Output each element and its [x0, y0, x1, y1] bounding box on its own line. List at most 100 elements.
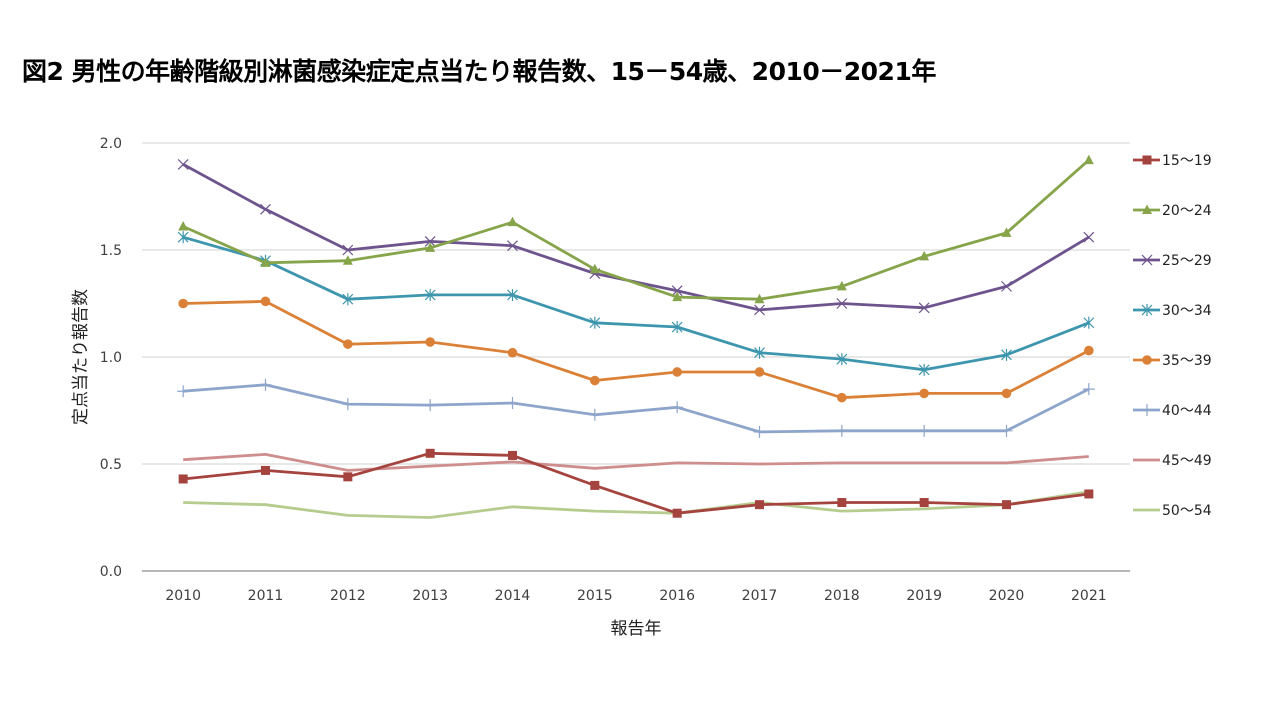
- data-point: [918, 363, 930, 376]
- data-point: [837, 498, 847, 508]
- y-tick-label: 0.5: [100, 457, 122, 473]
- data-point: [672, 508, 682, 518]
- legend-item: 40～44: [1133, 403, 1212, 419]
- data-point: [178, 298, 188, 309]
- legend-marker: [1142, 204, 1152, 214]
- x-tick-label: 2011: [248, 588, 284, 604]
- data-point: [343, 339, 353, 349]
- data-point: [177, 231, 189, 244]
- data-point: [671, 401, 684, 414]
- data-point: [590, 375, 600, 386]
- y-tick-label: 0.0: [100, 564, 122, 580]
- data-point: [919, 250, 930, 261]
- data-point: [177, 385, 190, 398]
- data-point: [1083, 316, 1095, 329]
- data-point: [425, 242, 436, 252]
- legend-marker: [1141, 404, 1153, 416]
- series-line: [183, 451, 1089, 515]
- data-point: [342, 293, 354, 306]
- data-point: [755, 500, 764, 510]
- data-point: [754, 346, 765, 359]
- series-45～49: [183, 452, 1089, 472]
- legend-label: 25～29: [1162, 253, 1212, 269]
- x-tick-label: 2015: [577, 588, 613, 604]
- x-tick-label: 2014: [495, 588, 531, 604]
- data-point: [1083, 231, 1095, 243]
- data-point: [1001, 388, 1012, 399]
- data-point: [507, 347, 518, 358]
- data-point: [1084, 489, 1094, 499]
- legend-label: 15～19: [1162, 153, 1212, 169]
- data-point: [508, 450, 517, 460]
- data-point: [1001, 227, 1012, 237]
- data-point: [754, 304, 765, 316]
- data-point: [754, 367, 765, 377]
- data-point: [1084, 345, 1094, 356]
- data-point: [837, 392, 847, 403]
- x-tick-label: 2012: [330, 588, 366, 604]
- data-point: [754, 293, 765, 304]
- y-tick-label: 1.5: [100, 243, 122, 259]
- legend: 15～19 20～24 25～29 30～34 35～39 40～44 45～49 50～54: [1133, 153, 1212, 519]
- series-line: [183, 490, 1090, 519]
- series-15～19: [178, 448, 1094, 518]
- legend-item: 25～29: [1133, 253, 1212, 269]
- data-point: [506, 397, 519, 410]
- data-point: [919, 388, 929, 399]
- legend-marker: [1142, 155, 1152, 165]
- data-point: [425, 337, 435, 347]
- chart-title: 図2 男性の年齢階級別淋菌感染症定点当たり報告数、15－54歳、2010－202…: [22, 57, 936, 86]
- data-point: [589, 316, 601, 329]
- data-point: [918, 302, 930, 314]
- data-point: [835, 424, 848, 437]
- legend-item: 20～24: [1133, 203, 1212, 219]
- data-point: [424, 236, 436, 247]
- x-tick-label: 2013: [412, 588, 448, 604]
- series-line: [182, 235, 1090, 372]
- series-lines: [177, 154, 1095, 519]
- legend-item: 50～54: [1133, 503, 1212, 519]
- gridlines: [142, 142, 1130, 572]
- data-point: [671, 321, 683, 334]
- data-point: [589, 263, 600, 274]
- x-tick-label: 2017: [742, 588, 778, 604]
- data-point: [177, 158, 189, 170]
- data-point: [671, 285, 683, 297]
- series-50～54: [183, 490, 1090, 519]
- data-point: [590, 480, 600, 490]
- data-point: [425, 448, 435, 458]
- legend-label: 30～34: [1162, 303, 1212, 319]
- x-tick-label: 2018: [824, 588, 860, 604]
- x-axis-title: 報告年: [611, 619, 662, 639]
- data-point: [672, 291, 683, 302]
- series-30～34: [177, 231, 1095, 376]
- x-tick-label: 2021: [1071, 588, 1107, 604]
- legend-label: 50～54: [1162, 503, 1212, 519]
- data-point: [343, 472, 353, 482]
- data-point: [507, 288, 518, 301]
- x-tick-label: 2016: [659, 588, 695, 604]
- y-axis-title: 定点当たり報告数: [71, 289, 91, 425]
- x-tick-label: 2019: [906, 588, 942, 604]
- series-25～29: [177, 158, 1095, 316]
- data-point: [1002, 500, 1011, 510]
- data-point: [341, 398, 354, 411]
- legend-item: 35～39: [1133, 353, 1212, 369]
- data-point: [588, 408, 601, 421]
- series-line: [182, 159, 1090, 301]
- legend-label: 20～24: [1162, 203, 1212, 219]
- series-20～24: [178, 154, 1094, 304]
- legend-item: 15～19: [1133, 153, 1212, 169]
- data-point: [507, 240, 518, 252]
- data-point: [1001, 348, 1012, 361]
- data-point: [836, 280, 847, 291]
- data-point: [1000, 424, 1013, 437]
- series-line: [182, 163, 1090, 312]
- data-point: [672, 367, 682, 377]
- x-tick-label: 2020: [989, 588, 1025, 604]
- data-point: [753, 425, 766, 438]
- data-point: [342, 255, 353, 265]
- legend-label: 35～39: [1162, 353, 1212, 369]
- data-point: [342, 244, 354, 256]
- data-point: [836, 353, 848, 366]
